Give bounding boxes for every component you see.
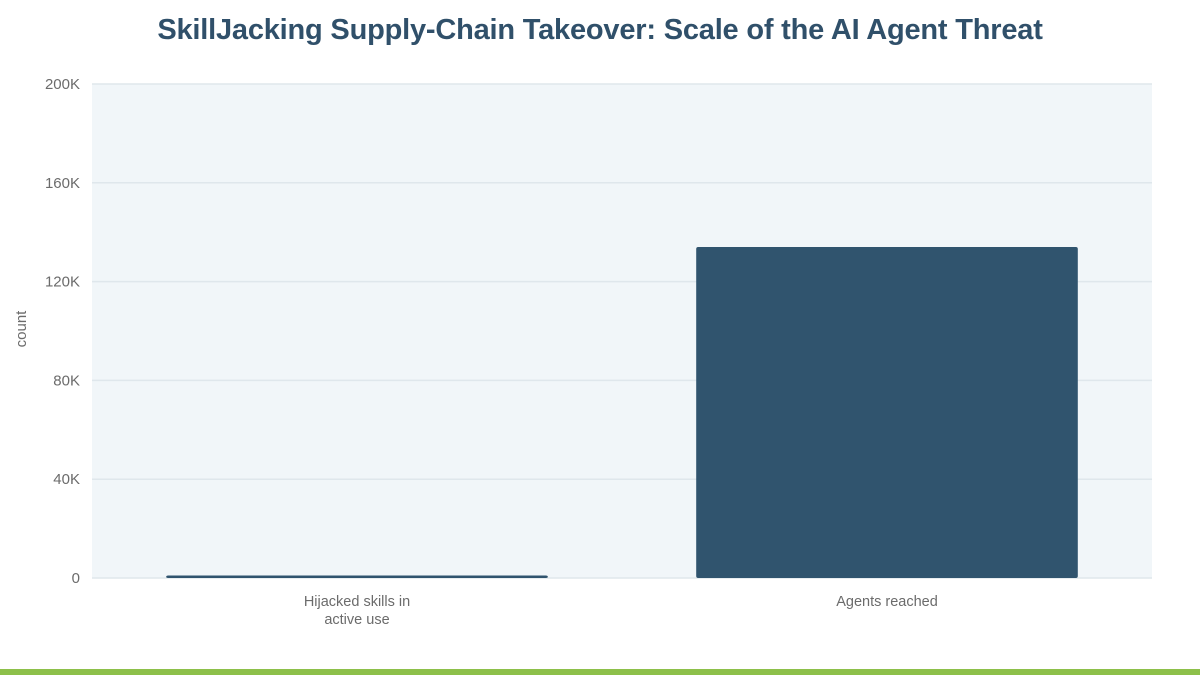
x-tick-label: Hijacked skills in	[304, 594, 410, 610]
y-tick-label: 120K	[45, 274, 80, 291]
y-tick-label: 80K	[53, 372, 80, 389]
bars	[166, 247, 1078, 578]
bar	[696, 247, 1078, 578]
y-axis-ticks: 0 40K 80K 120K 160K 200K	[45, 76, 80, 587]
bar	[166, 575, 548, 578]
x-tick-label: Agents reached	[836, 594, 938, 610]
accent-bar	[0, 669, 1200, 675]
y-tick-label: 40K	[53, 471, 80, 488]
y-tick-label: 200K	[45, 76, 80, 93]
y-tick-label: 160K	[45, 175, 80, 192]
x-axis-labels: Hijacked skills in active use Agents reach…	[304, 594, 938, 628]
y-tick-label: 0	[72, 570, 80, 587]
y-axis-title: count	[13, 310, 30, 348]
chart-title: SkillJacking Supply-Chain Takeover: Scal…	[157, 14, 1043, 46]
x-tick-label: active use	[324, 612, 389, 628]
